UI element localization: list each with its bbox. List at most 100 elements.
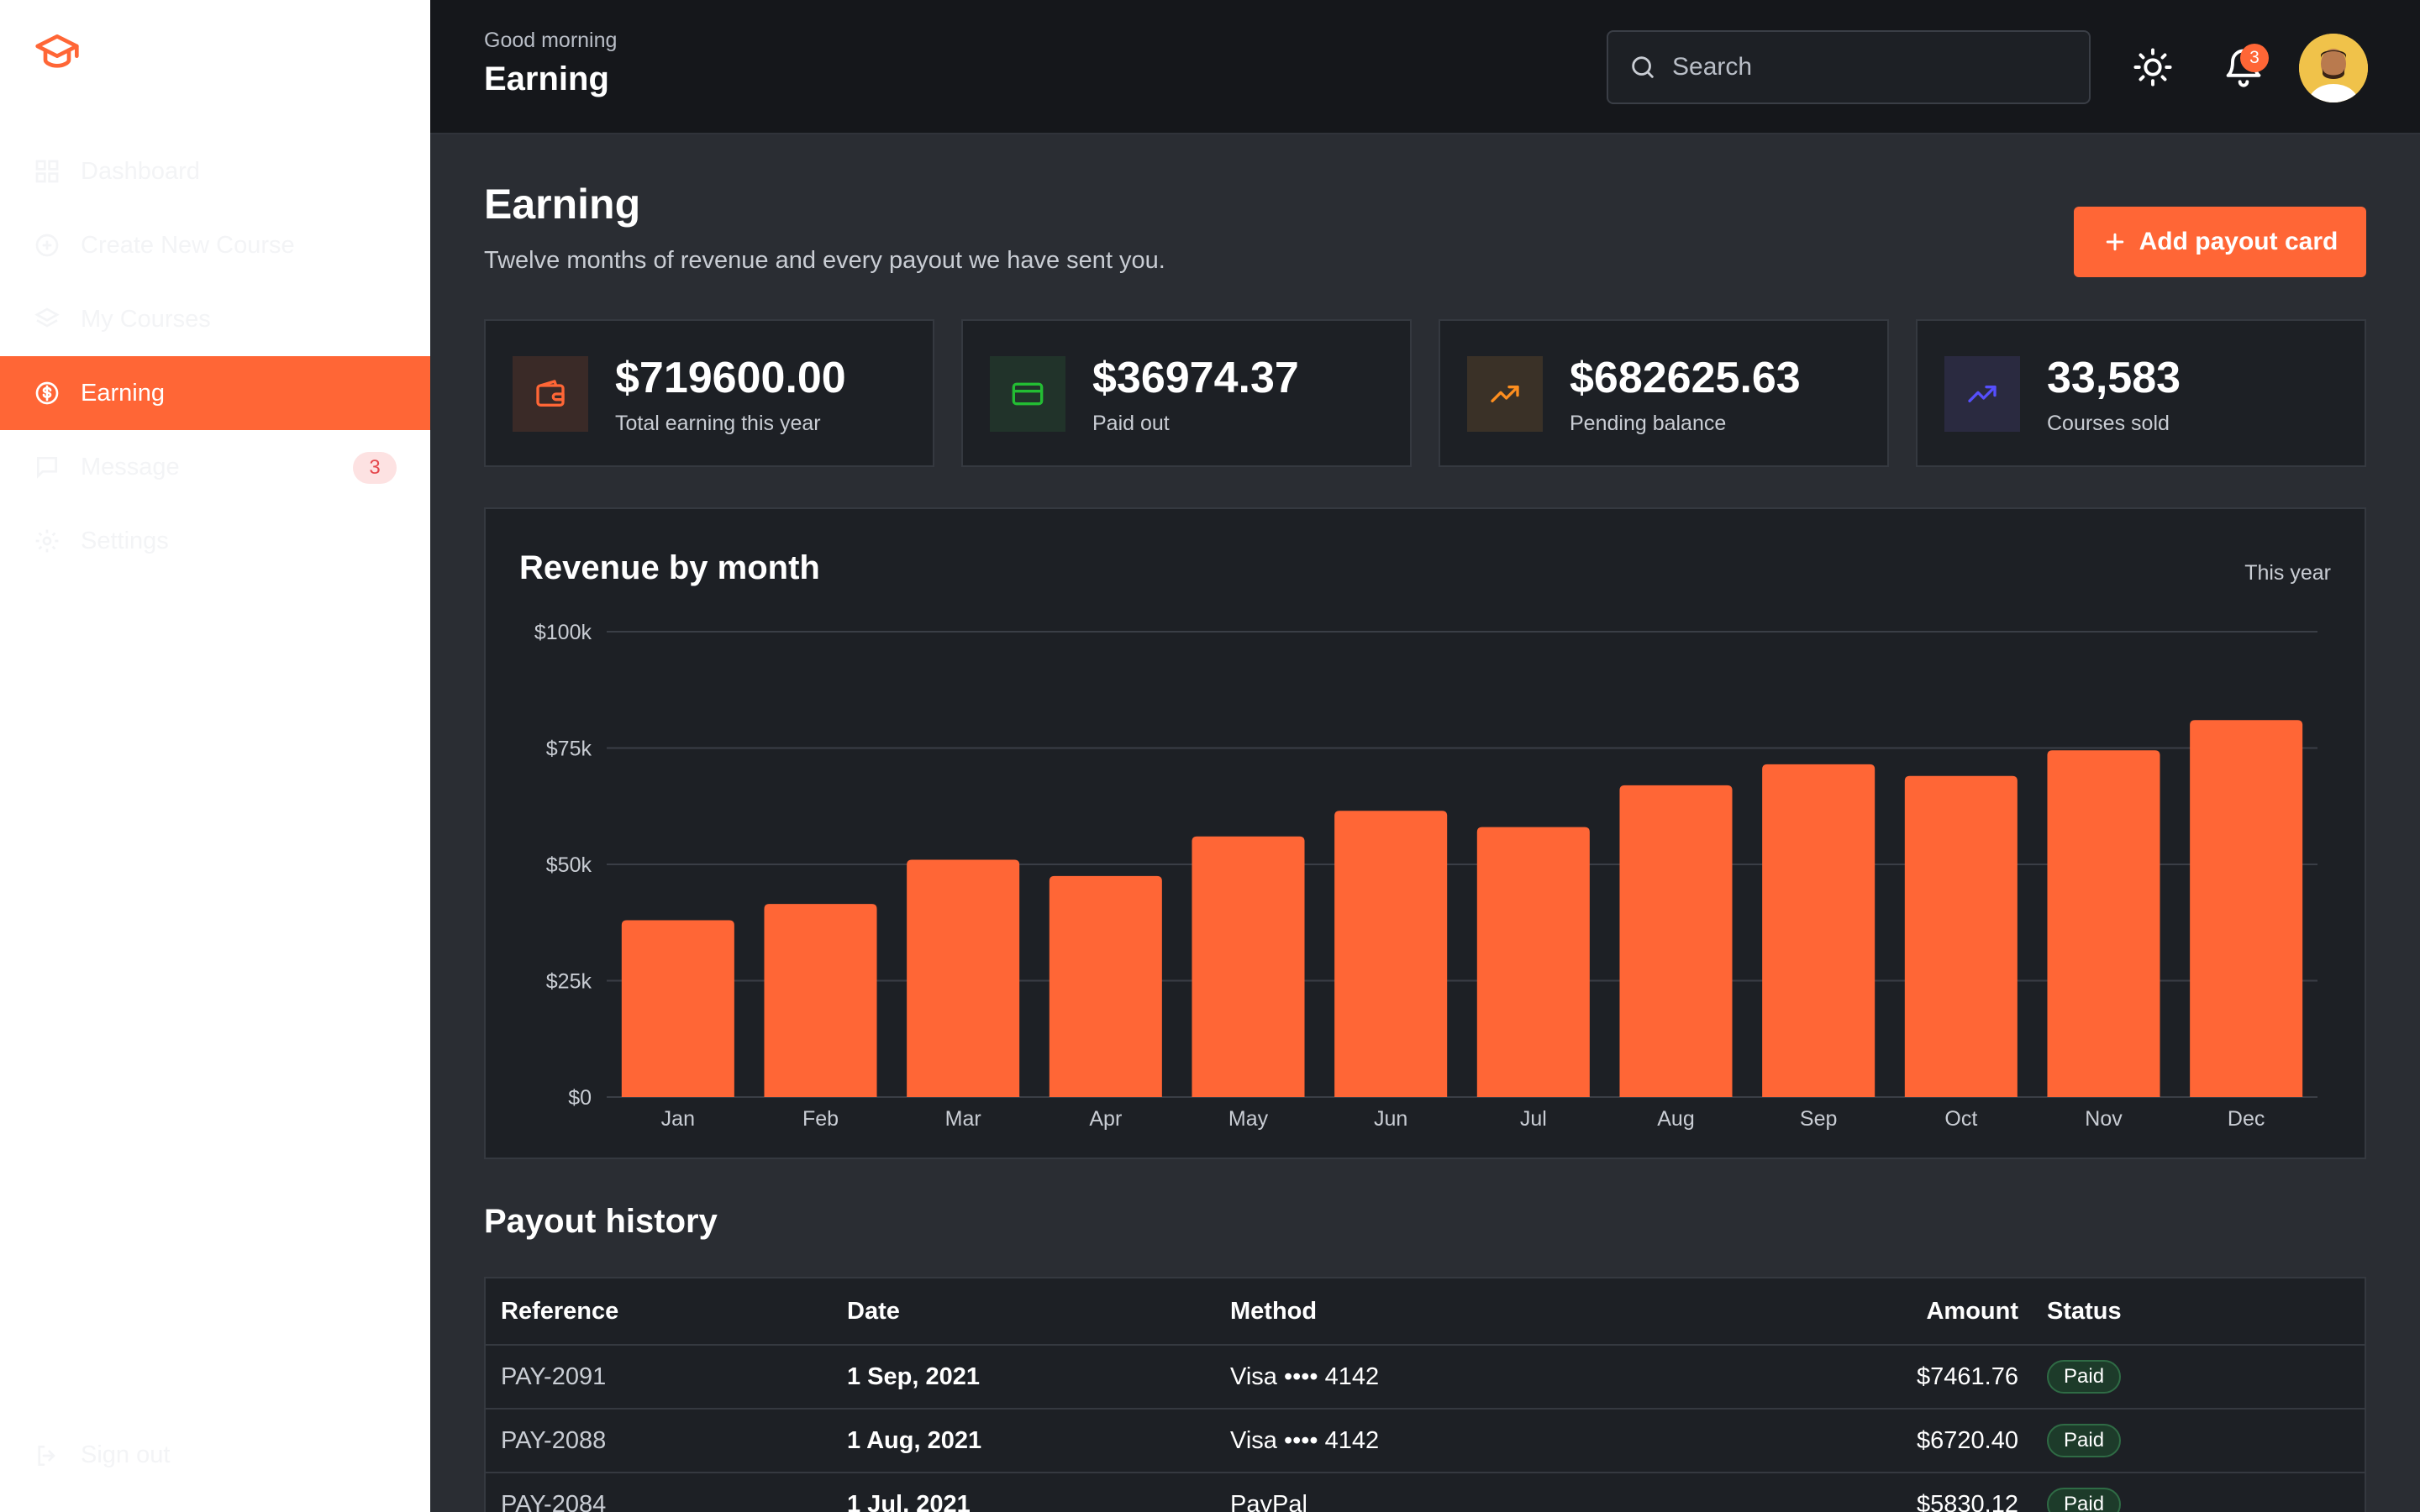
status-badge: Paid: [2047, 1424, 2122, 1457]
table-row[interactable]: PAY-2088 1 Aug, 2021 Visa •••• 4142 $672…: [486, 1410, 2365, 1473]
layers-icon: [34, 306, 60, 333]
x-tick-label: Feb: [802, 1107, 839, 1131]
x-tick-label: Oct: [1944, 1107, 1977, 1131]
trending-up-icon: [1944, 356, 2020, 432]
x-tick-label: Dec: [2228, 1107, 2265, 1131]
y-tick-label: $25k: [546, 970, 592, 994]
plus-circle-icon: [34, 232, 60, 259]
trending-up-icon: [1467, 356, 1543, 432]
user-avatar-icon: [2299, 34, 2368, 102]
bar-feb[interactable]: [764, 904, 877, 1097]
x-tick-label: Apr: [1089, 1107, 1122, 1131]
sidebar-item-label: My Courses: [81, 305, 211, 333]
sidebar-item-label: Dashboard: [81, 157, 200, 185]
bar-dec[interactable]: [2190, 720, 2303, 1097]
column-header-date[interactable]: Date: [847, 1297, 900, 1325]
column-header-status[interactable]: Status: [2047, 1297, 2122, 1325]
bar-sep[interactable]: [1762, 764, 1876, 1097]
payout-reference: PAY-2088: [501, 1426, 607, 1454]
sidebar-item-create-course[interactable]: Create New Course: [0, 208, 430, 282]
table-row[interactable]: PAY-2084 1 Jul, 2021 PayPal $5830.12 Pai…: [486, 1473, 2365, 1512]
wallet-icon: [513, 356, 588, 432]
y-tick-label: $0: [568, 1086, 592, 1110]
topbar-title: Earning: [484, 60, 609, 97]
stat-card-paid-out: $36974.37 Paid out: [961, 319, 1412, 467]
payout-amount: $5830.12: [1917, 1490, 2018, 1512]
greeting: Good morning: [484, 29, 618, 52]
dollar-circle-icon: [34, 380, 60, 407]
sidebar-item-earning[interactable]: Earning: [0, 356, 430, 430]
sidebar: E-tutor Dashboard Create New Course My C…: [0, 0, 430, 1512]
column-header-reference[interactable]: Reference: [501, 1297, 619, 1325]
payout-method: Visa •••• 4142: [1230, 1362, 1380, 1390]
table-header-row: Reference Date Method Amount Status: [486, 1278, 2365, 1346]
payout-history-title: Payout history: [484, 1203, 718, 1240]
avatar[interactable]: [2299, 34, 2368, 102]
sign-out-button[interactable]: Sign out: [34, 1441, 170, 1469]
add-payout-card-button[interactable]: Add payout card: [2074, 207, 2366, 277]
stat-value: $36974.37: [1092, 354, 1299, 402]
theme-toggle-button[interactable]: [2131, 45, 2175, 89]
sidebar-item-dashboard[interactable]: Dashboard: [0, 134, 430, 208]
sidebar-item-label: Earning: [81, 379, 165, 407]
x-tick-label: Sep: [1800, 1107, 1837, 1131]
stat-label: Paid out: [1092, 412, 1170, 435]
topbar: Good morning Earning 3: [430, 0, 2420, 134]
graduation-cap-icon: [34, 29, 81, 76]
y-tick-label: $100k: [534, 621, 592, 644]
payout-status: Paid: [2047, 1346, 2122, 1408]
column-header-method[interactable]: Method: [1230, 1297, 1318, 1325]
notification-count-badge: 3: [2240, 44, 2269, 72]
payout-amount: $7461.76: [1917, 1362, 2018, 1390]
sidebar-item-label: Message: [81, 453, 180, 480]
x-tick-label: Jan: [661, 1107, 695, 1131]
payout-date: 1 Aug, 2021: [847, 1426, 982, 1454]
sign-out-label: Sign out: [81, 1441, 171, 1468]
x-tick-label: Nov: [2085, 1107, 2123, 1131]
brand[interactable]: E-tutor: [34, 25, 225, 79]
bar-apr[interactable]: [1049, 875, 1162, 1097]
bar-jan[interactable]: [621, 920, 734, 1097]
stat-label: Pending balance: [1570, 412, 1727, 435]
page-subtitle: Twelve months of revenue and every payou…: [484, 247, 1165, 274]
plus-icon: [2102, 229, 2128, 255]
sidebar-item-message[interactable]: Message 3: [0, 430, 430, 504]
table-row[interactable]: PAY-2091 1 Sep, 2021 Visa •••• 4142 $746…: [486, 1346, 2365, 1410]
sidebar-item-my-courses[interactable]: My Courses: [0, 282, 430, 356]
bar-jul[interactable]: [1476, 827, 1590, 1097]
grid-icon: [34, 158, 60, 185]
stat-label: Total earning this year: [615, 412, 821, 435]
gear-icon: [34, 528, 60, 554]
sun-icon: [2133, 48, 2172, 87]
sidebar-nav: Dashboard Create New Course My Courses E…: [0, 134, 430, 578]
payout-amount: $6720.40: [1917, 1426, 2018, 1454]
bar-oct[interactable]: [1904, 775, 2018, 1097]
stat-card-pending-balance: $682625.63 Pending balance: [1439, 319, 1889, 467]
search-input[interactable]: [1672, 53, 2042, 81]
stat-label: Courses sold: [2047, 412, 2170, 435]
bar-nov[interactable]: [2047, 750, 2160, 1097]
payout-reference: PAY-2084: [501, 1490, 607, 1512]
stat-value: 33,583: [2047, 354, 2181, 402]
credit-card-icon: [990, 356, 1065, 432]
chart-range-selector[interactable]: This year: [2244, 561, 2331, 585]
x-tick-label: Aug: [1657, 1107, 1694, 1131]
search-box[interactable]: [1607, 30, 2091, 104]
bar-mar[interactable]: [907, 859, 1020, 1097]
payout-method: Visa •••• 4142: [1230, 1426, 1380, 1454]
payout-status: Paid: [2047, 1473, 2122, 1512]
bar-aug[interactable]: [1619, 785, 1733, 1097]
payout-date: 1 Sep, 2021: [847, 1362, 980, 1390]
column-header-amount[interactable]: Amount: [1926, 1297, 2018, 1325]
message-icon: [34, 454, 60, 480]
sidebar-item-label: Create New Course: [81, 231, 295, 259]
sign-out-icon: [34, 1442, 60, 1469]
bar-may[interactable]: [1192, 836, 1305, 1097]
bar-jun[interactable]: [1334, 811, 1448, 1097]
x-tick-label: Jul: [1520, 1107, 1547, 1131]
payout-reference: PAY-2091: [501, 1362, 607, 1390]
payout-table: Reference Date Method Amount Status PAY-…: [484, 1277, 2366, 1512]
sidebar-item-settings[interactable]: Settings: [0, 504, 430, 578]
stat-card-courses-sold: 33,583 Courses sold: [1916, 319, 2366, 467]
x-tick-label: May: [1228, 1107, 1269, 1131]
